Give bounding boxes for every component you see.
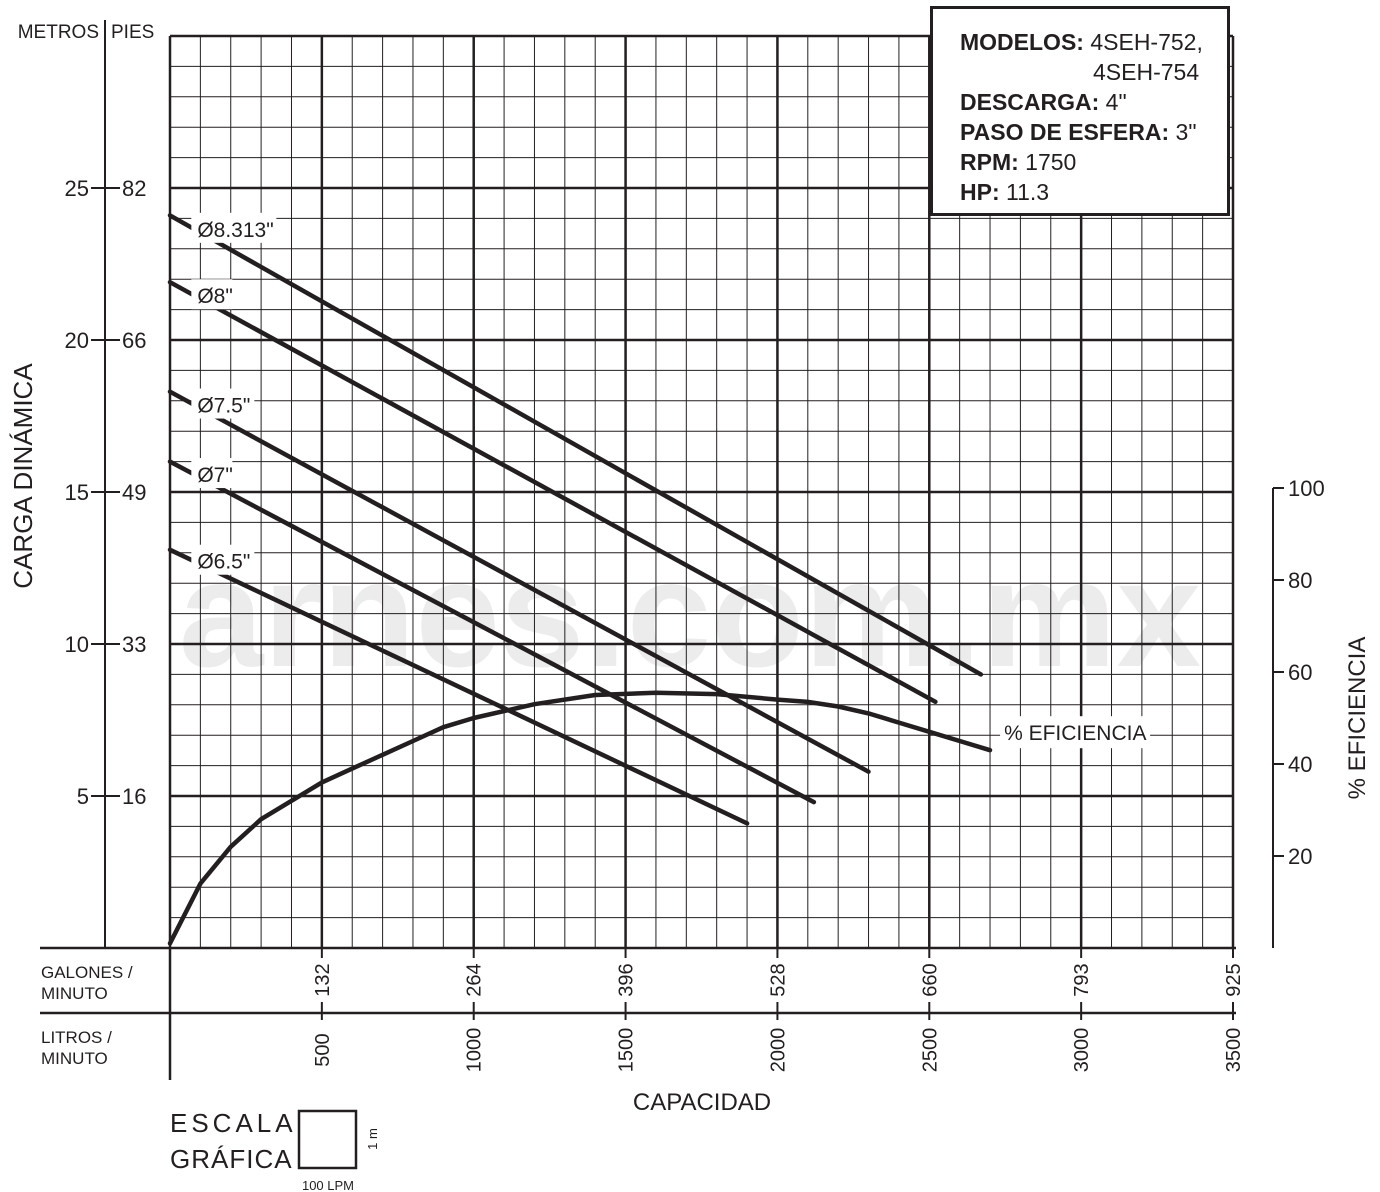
- efficiency-curve: [167, 690, 993, 946]
- y-unit-pies: PIES: [111, 22, 154, 43]
- models-label: MODELOS:: [960, 29, 1084, 55]
- x-tick-label-litros: 2000: [767, 1028, 789, 1073]
- x-row-label-galones-2: MINUTO: [41, 984, 108, 1003]
- models-line1: 4SEH-752,: [1090, 29, 1203, 55]
- pump-info-box: MODELOS: 4SEH-752, 4SEH-754 DESCARGA: 4"…: [930, 6, 1230, 216]
- impeller-curve-4: [167, 547, 750, 826]
- scale-box: ESCALA GRÁFICA 100 LPM 1 m: [170, 1108, 380, 1192]
- y2-tick-label: 80: [1288, 568, 1312, 593]
- scale-height-label: 1 m: [365, 1128, 380, 1150]
- x-tick-label-litros: 1500: [616, 1028, 638, 1073]
- hp-row: HP: 11.3: [960, 177, 1227, 207]
- impeller-label-bg: [191, 279, 233, 310]
- axes: [40, 20, 1284, 1080]
- impeller-label: Ø7": [197, 464, 232, 487]
- discharge-value: 4": [1105, 89, 1127, 115]
- x-tick-label-litros: 3000: [1071, 1028, 1093, 1073]
- impeller-curve-3: [167, 459, 817, 805]
- impeller-label-bg: [191, 458, 233, 489]
- scale-label-line1: ESCALA: [170, 1108, 297, 1138]
- ball-passage-value: 3": [1175, 119, 1197, 145]
- impeller-curve-2: [167, 389, 871, 774]
- rpm-row: RPM: 1750: [960, 147, 1227, 177]
- rpm-value: 1750: [1025, 149, 1077, 175]
- y-tick-label-pies: 82: [122, 176, 146, 201]
- x-row-label-litros-1: LITROS /: [41, 1028, 112, 1047]
- efficiency-label-bg: [1000, 716, 1151, 749]
- x-tick-label-galones: 132: [312, 963, 334, 996]
- rpm-label: RPM:: [960, 149, 1019, 175]
- y-tick-label-metros: 10: [65, 632, 89, 657]
- efficiency-label: % EFICIENCIA: [1004, 722, 1146, 745]
- hp-value: 11.3: [1006, 179, 1050, 205]
- x-axis-title: CAPACIDAD: [633, 1089, 771, 1116]
- impeller-label-bg: [191, 544, 255, 575]
- x-tick-label-litros: 2500: [919, 1028, 941, 1073]
- scale-label-line2: GRÁFICA: [170, 1144, 293, 1174]
- models-line2: 4SEH-754: [1093, 59, 1200, 85]
- x-tick-label-galones: 793: [1071, 963, 1093, 996]
- hp-label: HP:: [960, 179, 1000, 205]
- y-unit-metros: METROS: [18, 22, 99, 43]
- axis-labels: 5 16 10 33 15 49 20 66 25 82 METROS PIES CARGA DINÁM…: [8, 22, 1371, 1116]
- impeller-label-bg: [191, 388, 255, 419]
- curves: Ø8.313" Ø8" Ø7.5" Ø7" Ø6.5" % EFICIENCIA: [167, 212, 1151, 946]
- y-tick-label-pies: 49: [122, 480, 146, 505]
- x-tick-label-litros: 500: [312, 1033, 334, 1066]
- models-row: MODELOS: 4SEH-752,: [960, 27, 1227, 57]
- x-tick-label-litros: 1000: [464, 1028, 486, 1073]
- impeller-label-bg: [191, 212, 277, 243]
- ball-passage-label: PASO DE ESFERA:: [960, 119, 1170, 145]
- x-tick-label-galones: 396: [616, 963, 638, 996]
- y-tick-label-metros: 25: [65, 176, 89, 201]
- y-tick-label-pies: 33: [122, 632, 146, 657]
- y2-tick-label: 100: [1288, 476, 1325, 501]
- x-row-label-galones-1: GALONES /: [41, 963, 133, 982]
- y-axis-title: CARGA DINÁMICA: [8, 363, 38, 589]
- y2-tick-label: 20: [1288, 844, 1312, 869]
- y-tick-label-metros: 20: [65, 328, 89, 353]
- x-tick-label-galones: 528: [767, 963, 789, 996]
- y2-tick-label: 60: [1288, 660, 1312, 685]
- impeller-label: Ø6.5": [197, 551, 250, 574]
- impeller-curve-1: [167, 279, 938, 705]
- x-tick-label-galones: 264: [464, 963, 486, 996]
- models-row-2: 4SEH-754: [960, 57, 1227, 87]
- impeller-label: Ø8.313": [197, 219, 273, 242]
- x-tick-label-galones: 925: [1223, 963, 1245, 996]
- impeller-curve-0: [167, 213, 984, 677]
- discharge-label: DESCARGA:: [960, 89, 1100, 115]
- x-tick-label-litros: 3500: [1223, 1028, 1245, 1073]
- scale-width-label: 100 LPM: [302, 1178, 354, 1192]
- y2-tick-label: 40: [1288, 752, 1312, 777]
- y-tick-label-metros: 5: [77, 784, 89, 809]
- y2-axis-title: % EFICIENCIA: [1344, 637, 1371, 800]
- impeller-label: Ø8": [197, 285, 232, 308]
- x-row-label-litros-2: MINUTO: [41, 1049, 108, 1068]
- y-tick-label-metros: 15: [65, 480, 89, 505]
- ball-passage-row: PASO DE ESFERA: 3": [960, 117, 1227, 147]
- y-tick-label-pies: 16: [122, 784, 146, 809]
- scale-square: [297, 1109, 358, 1170]
- discharge-row: DESCARGA: 4": [960, 87, 1227, 117]
- impeller-label: Ø7.5": [197, 395, 250, 418]
- y-tick-label-pies: 66: [122, 328, 146, 353]
- x-tick-label-galones: 660: [919, 963, 941, 996]
